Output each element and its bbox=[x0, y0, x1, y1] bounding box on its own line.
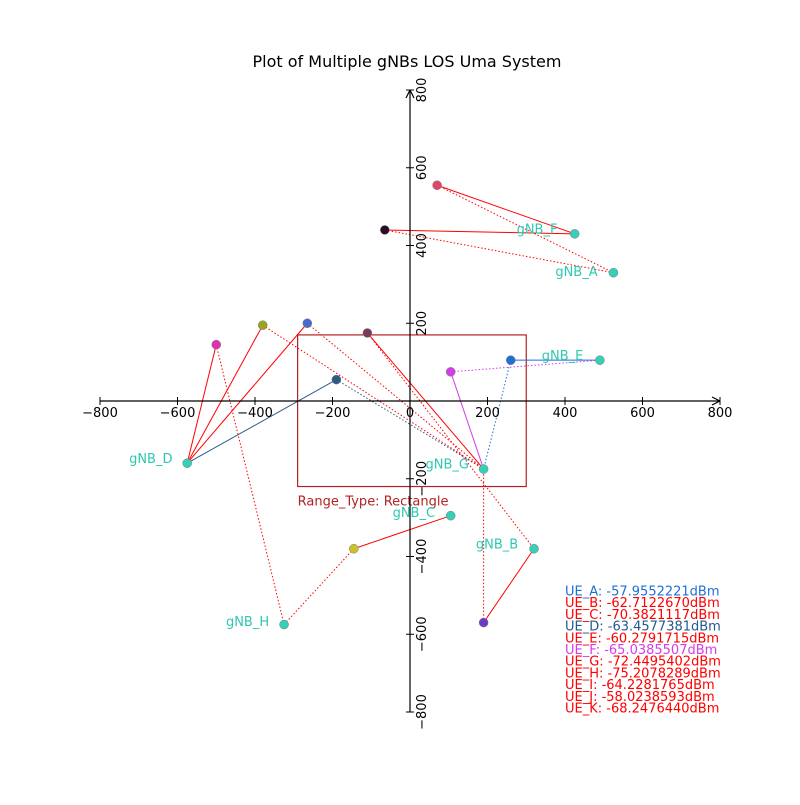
gnb-point-gnb-e bbox=[595, 355, 605, 365]
x-tick-label: 400 bbox=[553, 406, 578, 421]
gnb-point-gnb-b bbox=[529, 543, 539, 554]
serving-link-ue-b bbox=[483, 548, 535, 623]
ue-point-ue-a bbox=[506, 355, 516, 365]
gnb-label-gnb-b: gNB_B bbox=[476, 537, 518, 552]
gnb-label-gnb-e: gNB_E bbox=[542, 349, 584, 364]
gnb-label-gnb-a: gNB_A bbox=[555, 265, 597, 280]
legend-entry-ue-j: UE_J: -58.0238593dBm bbox=[565, 690, 715, 705]
y-tick-label: −800 bbox=[415, 694, 430, 730]
gnb-point-gnb-c bbox=[445, 510, 456, 521]
x-tick-label: 200 bbox=[475, 406, 500, 421]
legend-entry-ue-h: UE_H: -75.2078289dBm bbox=[565, 666, 721, 681]
x-tick-label: 0 bbox=[406, 406, 414, 421]
ue-point-ue-e bbox=[211, 339, 221, 350]
legend-entry-ue-f: UE_F: -65.0385507dBm bbox=[565, 643, 717, 658]
interference-link-ue-f-gnb-e bbox=[450, 359, 600, 373]
interference-link-ue-a-gnb-g bbox=[483, 360, 512, 470]
gnb-point-gnb-f bbox=[569, 229, 580, 239]
ue-point-ue-j bbox=[380, 225, 390, 235]
interference-link-ue-h-gnb-g bbox=[306, 322, 484, 470]
x-axis-arrow bbox=[711, 396, 721, 406]
interference-link-ue-k-gnb-h bbox=[283, 548, 355, 625]
ue-point-ue-i bbox=[362, 328, 373, 338]
x-tick-label: −400 bbox=[237, 406, 273, 421]
y-tick-label: −400 bbox=[415, 539, 430, 575]
y-axis-arrow bbox=[405, 89, 415, 99]
serving-link-ue-d bbox=[186, 379, 337, 464]
legend-entry-ue-a: UE_A: -57.9552221dBm bbox=[565, 585, 720, 600]
range-rectangle bbox=[297, 334, 527, 488]
x-tick-label: 800 bbox=[708, 406, 733, 421]
legend-entry-ue-c: UE_C: -70.3821117dBm bbox=[565, 608, 720, 623]
legend-entry-ue-d: UE_D: -63.4577381dBm bbox=[565, 620, 721, 635]
range-label: Range_Type: Rectangle bbox=[298, 494, 449, 509]
ue-point-ue-b bbox=[478, 617, 489, 628]
interference-link-ue-j-gnb-a bbox=[384, 229, 614, 274]
x-tick-label: −600 bbox=[160, 406, 196, 421]
x-tick-label: −200 bbox=[315, 406, 351, 421]
serving-link-ue-f bbox=[450, 371, 485, 470]
y-tick-label: 600 bbox=[415, 155, 430, 180]
gnb-label-gnb-h: gNB_H bbox=[226, 615, 269, 630]
x-tick-label: −800 bbox=[82, 406, 118, 421]
gnb-point-gnb-a bbox=[608, 267, 619, 278]
serving-link-ue-c bbox=[436, 184, 575, 235]
link-lines bbox=[186, 184, 614, 625]
serving-link-ue-g bbox=[186, 324, 264, 464]
interference-link-ue-c-gnb-a bbox=[436, 184, 614, 274]
legend-entry-ue-e: UE_E: -60.2791715dBm bbox=[565, 631, 719, 646]
gnb-point-gnb-d bbox=[182, 458, 192, 468]
ue-point-ue-k bbox=[349, 543, 359, 554]
axes: −800 −600 −400 −200 0 200 400 600 800 −800 −600 −40… bbox=[82, 78, 732, 730]
interference-link-ue-e-gnb-h bbox=[215, 344, 285, 625]
points bbox=[182, 180, 619, 630]
serving-link-ue-j bbox=[384, 229, 575, 235]
y-tick-label: 200 bbox=[415, 311, 430, 336]
serving-link-ue-e bbox=[186, 344, 217, 464]
ue-point-ue-h bbox=[302, 318, 313, 328]
y-tick-label: −200 bbox=[415, 461, 430, 497]
legend-entry-ue-b: UE_B: -62.7122670dBm bbox=[565, 596, 720, 611]
ue-point-ue-d bbox=[331, 374, 342, 385]
range-group: Range_Type: Rectangle bbox=[297, 334, 527, 509]
ue-point-ue-c bbox=[432, 180, 442, 190]
interference-link-ue-g-gnb-g bbox=[262, 324, 484, 470]
gnb-label-gnb-g: gNB_G bbox=[426, 458, 469, 473]
legend-entry-ue-k: UE_K: -68.2476440dBm bbox=[565, 702, 719, 717]
chart-title: Plot of Multiple gNBs LOS Uma System bbox=[253, 52, 562, 71]
legend-entry-ue-g: UE_G: -72.4495402dBm bbox=[565, 655, 721, 670]
x-tick-label: 600 bbox=[630, 406, 655, 421]
gnb-label-gnb-d: gNB_D bbox=[129, 452, 172, 467]
interference-link-ue-d-gnb-g bbox=[336, 379, 484, 470]
gnb-label-gnb-f: gNB_F bbox=[517, 222, 558, 237]
y-tick-label: 400 bbox=[415, 233, 430, 258]
gnb-point-gnb-h bbox=[279, 619, 289, 630]
gnb-labels: gNB_A gNB_B gNB_C gNB_D gNB_E gNB_F gNB_G gNB_H bbox=[129, 222, 598, 630]
ue-point-ue-g bbox=[258, 320, 268, 330]
legend-entry-ue-i: UE_I: -64.2281765dBm bbox=[565, 678, 715, 693]
gnb-label-gnb-c: gNB_C bbox=[393, 506, 435, 521]
y-tick-label: 800 bbox=[415, 78, 430, 103]
serving-link-ue-h bbox=[186, 322, 308, 464]
y-tick-label: −600 bbox=[415, 616, 430, 652]
ue-point-ue-f bbox=[445, 367, 456, 377]
gnb-point-gnb-g bbox=[478, 464, 489, 474]
serving-link-ue-k bbox=[353, 515, 451, 550]
